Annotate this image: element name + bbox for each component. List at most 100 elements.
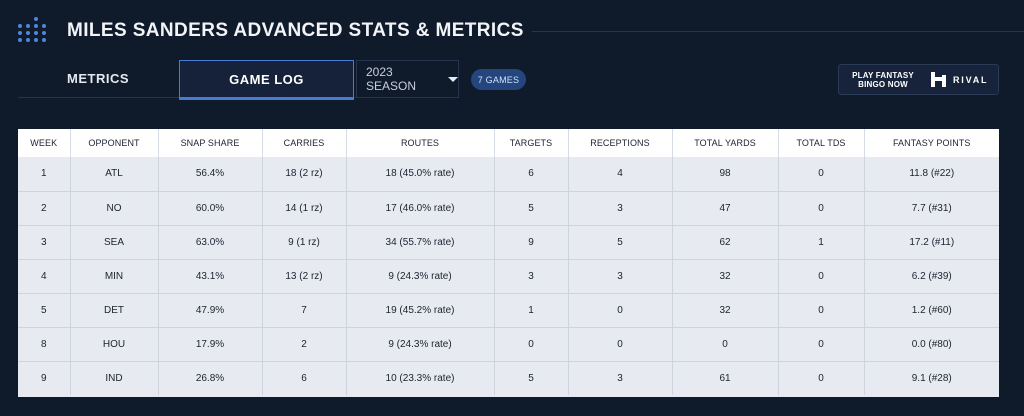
cell-receptions: 3: [568, 259, 673, 294]
table-row[interactable]: 2 NO 60.0% 14 (1 rz) 17 (46.0% rate) 5 3 47 0 7.7…: [18, 191, 999, 226]
caret-down-icon: [448, 76, 458, 82]
cell-targets: 9: [494, 225, 569, 260]
cell-opponent: MIN: [70, 259, 159, 294]
cell-opponent: HOU: [70, 327, 159, 362]
logo-dot: [26, 38, 30, 42]
rival-logo-icon: [931, 72, 946, 87]
column-header-fantasy-points[interactable]: FANTASY POINTS: [892, 138, 971, 148]
column-header-snap-share[interactable]: SNAP SHARE: [158, 129, 263, 157]
cell-snap-share: 43.1%: [158, 259, 263, 294]
cell-week: 1: [18, 157, 71, 192]
cell-receptions: 5: [568, 225, 673, 260]
cell-targets: 5: [494, 191, 569, 226]
page-title: MILES SANDERS ADVANCED STATS & METRICS: [67, 20, 524, 41]
cell-total-yards: 32: [672, 259, 779, 294]
cell-targets: 0: [494, 327, 569, 362]
logo-dot: [26, 24, 30, 28]
cell-total-yards: 47: [672, 191, 779, 226]
cell-routes: 10 (23.3% rate): [346, 361, 495, 395]
table-row[interactable]: 3 SEA 63.0% 9 (1 rz) 34 (55.7% rate) 9 5 62 1 17.…: [18, 225, 999, 260]
promo-line-1: PLAY FANTASY: [852, 70, 914, 80]
cell-routes: 34 (55.7% rate): [346, 225, 495, 260]
column-header-routes[interactable]: ROUTES: [346, 129, 495, 157]
cell-receptions: 0: [568, 293, 673, 328]
cell-total-yards: 32: [672, 293, 779, 328]
cell-week: 9: [18, 361, 71, 395]
logo-dot: [34, 24, 38, 28]
cell-targets: 6: [494, 157, 569, 192]
cell-targets: 1: [494, 293, 569, 328]
cell-fantasy-points: 17.2 (#11): [864, 225, 999, 260]
cell-total-tds: 0: [778, 259, 865, 294]
logo-dot: [34, 38, 38, 42]
cell-fantasy-points: 6.2 (#39): [864, 259, 999, 294]
table-row[interactable]: 4 MIN 43.1% 13 (2 rz) 9 (24.3% rate) 3 3 32 0 6.2…: [18, 259, 999, 294]
table-row[interactable]: 9 IND 26.8% 6 10 (23.3% rate) 5 3 61 0 9.1 (#28): [18, 361, 999, 395]
tab-bar: METRICS GAME LOG 2023 SEASON 7 GAMES PLA…: [0, 60, 1024, 100]
column-header-total-yards[interactable]: TOTAL YARDS: [672, 129, 779, 157]
dot-grid-logo-icon[interactable]: [18, 17, 48, 45]
cell-week: 3: [18, 225, 71, 260]
cell-total-tds: 0: [778, 157, 865, 192]
cell-fantasy-points: 1.2 (#60): [864, 293, 999, 328]
cell-total-yards: 61: [672, 361, 779, 395]
rival-brand-text: RIVAL: [953, 74, 989, 85]
logo-dot: [42, 38, 46, 42]
cell-week: 8: [18, 327, 71, 362]
cell-routes: 9 (24.3% rate): [346, 327, 495, 362]
cell-opponent: ATL: [70, 157, 159, 192]
cell-opponent: SEA: [70, 225, 159, 260]
cell-snap-share: 47.9%: [158, 293, 263, 328]
play-fantasy-bingo-promo-button[interactable]: PLAY FANTASY BINGO NOW RIVAL: [838, 64, 999, 95]
cell-total-tds: 0: [778, 361, 865, 395]
promo-line-2: BINGO NOW: [858, 79, 908, 89]
cell-carries: 13 (2 rz): [262, 259, 347, 294]
cell-fantasy-points: 0.0 (#80): [864, 327, 999, 362]
cell-snap-share: 56.4%: [158, 157, 263, 192]
cell-total-yards: 62: [672, 225, 779, 260]
cell-routes: 17 (46.0% rate): [346, 191, 495, 226]
logo-dot: [18, 24, 22, 28]
cell-total-tds: 0: [778, 191, 865, 226]
cell-opponent: IND: [70, 361, 159, 395]
column-header-carries[interactable]: CARRIES: [262, 129, 347, 157]
cell-receptions: 3: [568, 191, 673, 226]
column-header-week[interactable]: WEEK: [18, 129, 71, 157]
logo-dot: [26, 31, 30, 35]
season-dropdown[interactable]: 2023 SEASON: [356, 60, 459, 98]
cell-week: 5: [18, 293, 71, 328]
tab-metrics[interactable]: METRICS: [67, 71, 129, 86]
page-header: MILES SANDERS ADVANCED STATS & METRICS: [0, 0, 1024, 60]
logo-dot: [34, 17, 38, 21]
column-header-total-tds[interactable]: TOTAL TDS: [778, 129, 865, 157]
table-row[interactable]: 1 ATL 56.4% 18 (2 rz) 18 (45.0% rate) 6 4 98 0 11…: [18, 157, 999, 192]
cell-receptions: 3: [568, 361, 673, 395]
cell-carries: 7: [262, 293, 347, 328]
game-log-table-container: WEEK OPPONENT SNAP SHARE CARRIES ROUTES …: [18, 129, 999, 397]
cell-carries: 18 (2 rz): [262, 157, 347, 192]
cell-targets: 3: [494, 259, 569, 294]
column-header-opponent[interactable]: OPPONENT: [70, 129, 159, 157]
cell-opponent: NO: [70, 191, 159, 226]
table-row[interactable]: 8 HOU 17.9% 2 9 (24.3% rate) 0 0 0 0 0.0 (#80): [18, 327, 999, 362]
logo-dot: [18, 31, 22, 35]
cell-snap-share: 26.8%: [158, 361, 263, 395]
cell-total-tds: 0: [778, 293, 865, 328]
cell-carries: 2: [262, 327, 347, 362]
logo-dot: [42, 24, 46, 28]
cell-carries: 14 (1 rz): [262, 191, 347, 226]
promo-text: PLAY FANTASY BINGO NOW: [846, 71, 920, 89]
cell-targets: 5: [494, 361, 569, 395]
cell-carries: 9 (1 rz): [262, 225, 347, 260]
column-header-targets[interactable]: TARGETS: [494, 129, 569, 157]
cell-receptions: 4: [568, 157, 673, 192]
table-row[interactable]: 5 DET 47.9% 7 19 (45.2% rate) 1 0 32 0 1.2 (#60): [18, 293, 999, 328]
table-header-row: WEEK OPPONENT SNAP SHARE CARRIES ROUTES …: [18, 129, 999, 157]
cell-snap-share: 17.9%: [158, 327, 263, 362]
tab-game-log[interactable]: GAME LOG: [179, 60, 354, 100]
cell-opponent: DET: [70, 293, 159, 328]
logo-dot: [18, 38, 22, 42]
cell-total-tds: 0: [778, 327, 865, 362]
column-header-receptions[interactable]: RECEPTIONS: [568, 129, 673, 157]
cell-snap-share: 63.0%: [158, 225, 263, 260]
